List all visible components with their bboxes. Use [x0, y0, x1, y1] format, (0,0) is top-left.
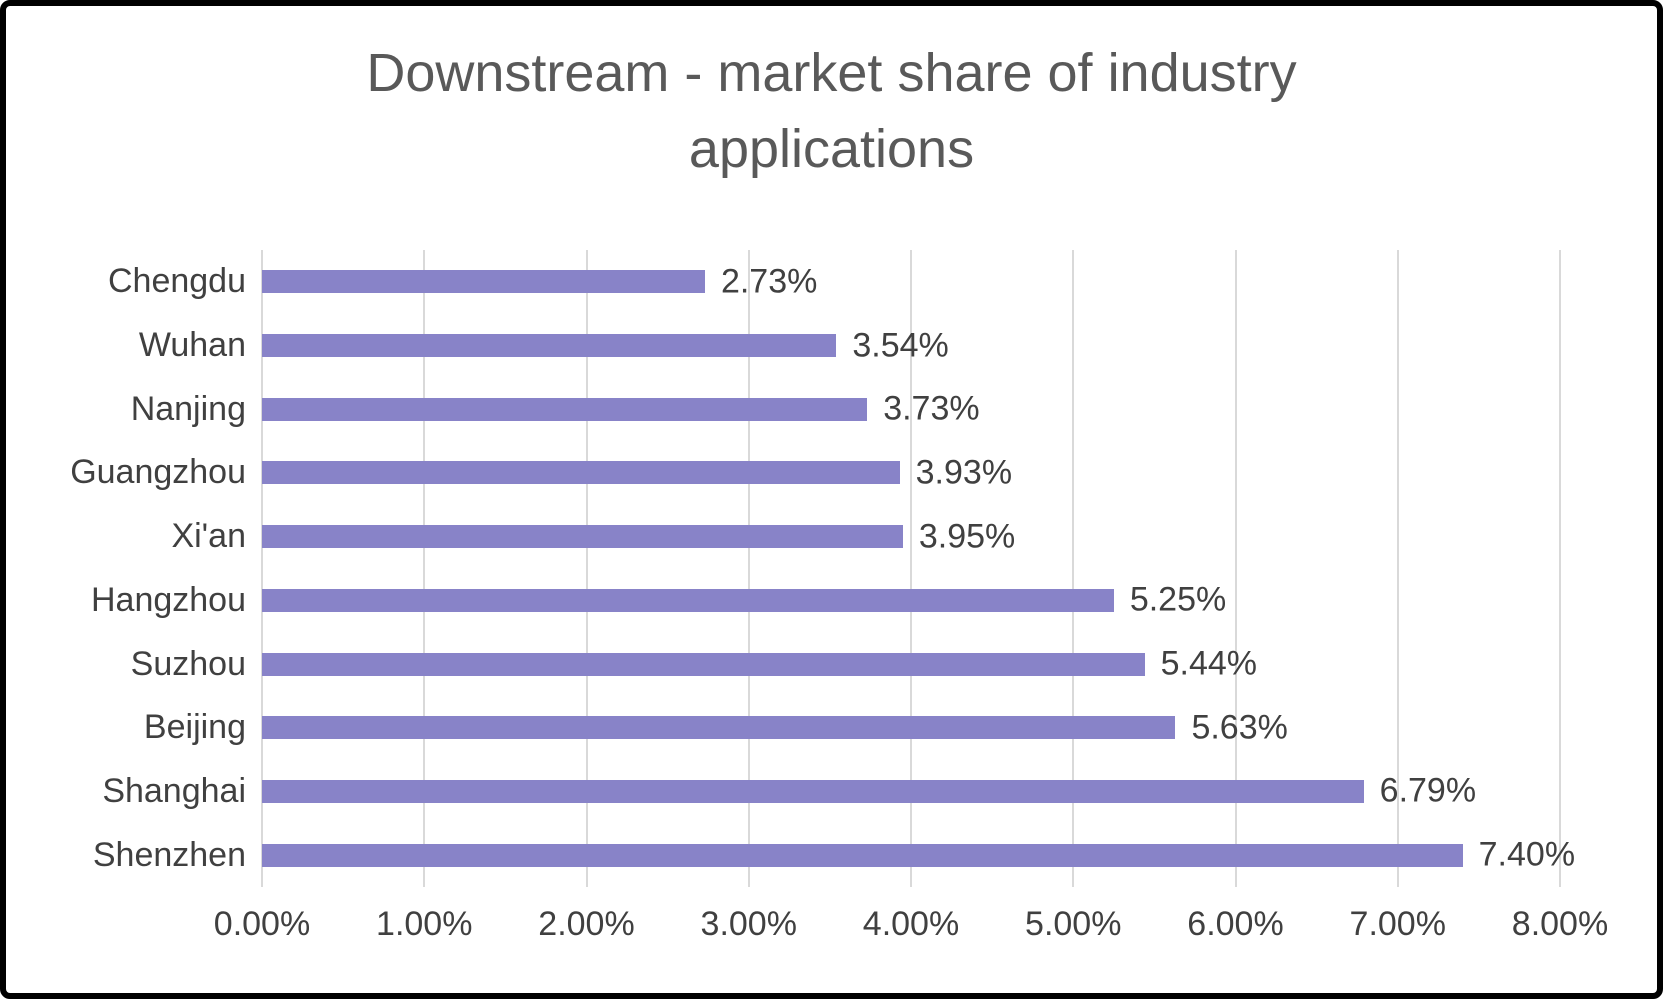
category-label: Shanghai — [102, 771, 246, 810]
x-tick-label: 2.00% — [538, 905, 635, 943]
x-tick-label: 5.00% — [1025, 905, 1122, 943]
bar-value-label: 6.79% — [1379, 771, 1477, 810]
category-label: Hangzhou — [90, 580, 246, 619]
x-tick-label: 0.00% — [213, 905, 311, 943]
gridline — [910, 250, 912, 887]
bar — [262, 334, 837, 358]
bar-value-label: 5.63% — [1191, 708, 1288, 747]
bar-value-label: 2.73% — [720, 262, 818, 301]
bar-row: 3.54% — [262, 314, 1560, 378]
category-label: Chengdu — [107, 262, 246, 301]
bar-row: 3.73% — [262, 377, 1560, 441]
value-axis: 0.00% 1.00% 2.00% 3.00% 4.00% 5.00% 6.00% 7.00%… — [214, 905, 1608, 965]
bar-value-label: 3.54% — [852, 326, 949, 365]
bar — [262, 270, 705, 294]
category-label: Nanjing — [130, 389, 246, 428]
gridline — [1072, 250, 1075, 887]
category-label: Xi'an — [171, 517, 246, 556]
bar-value-label: 3.95% — [918, 517, 1016, 556]
gridline — [747, 250, 750, 887]
bar-row: 5.44% — [262, 632, 1560, 696]
gridline — [585, 250, 588, 887]
bar — [262, 525, 903, 549]
bar-row: 5.63% — [262, 696, 1560, 760]
chart-title: Downstream - market share of industry ap… — [366, 43, 1297, 179]
category-label: Suzhou — [130, 644, 246, 683]
gridline — [1396, 250, 1399, 887]
x-tick-label: 4.00% — [862, 905, 960, 943]
bar-value-label: 3.73% — [883, 389, 980, 428]
bar-row: 3.95% — [262, 505, 1560, 569]
gridline — [261, 250, 263, 887]
x-tick-label: 7.00% — [1349, 905, 1446, 943]
plot-area: 2.73% 3.54% 3.73% 3.93% 3.95% 5.25% 5.44% 5.63%… — [261, 250, 1575, 887]
bar-row: 5.25% — [262, 569, 1560, 633]
bar-row: 6.79% — [262, 760, 1560, 824]
category-label: Guangzhou — [70, 453, 246, 492]
bar-value-label: 5.44% — [1160, 644, 1258, 683]
bar — [262, 461, 900, 485]
bar — [262, 588, 1114, 612]
bar-value-label: 3.93% — [915, 453, 1013, 492]
bar — [262, 716, 1176, 740]
bar-row: 3.93% — [262, 441, 1560, 505]
bar — [262, 652, 1145, 676]
bar — [262, 779, 1364, 803]
x-tick-label: 6.00% — [1187, 905, 1284, 943]
x-tick-label: 1.00% — [376, 905, 473, 943]
gridline — [1559, 250, 1561, 887]
bar-value-label: 7.40% — [1478, 835, 1576, 874]
bar — [262, 397, 868, 421]
gridline — [423, 250, 426, 887]
bar-row: 2.73% — [262, 250, 1560, 314]
bar — [262, 843, 1463, 867]
x-tick-label: 8.00% — [1511, 905, 1609, 943]
category-label: Wuhan — [138, 326, 246, 365]
x-tick-label: 3.00% — [700, 905, 797, 943]
category-axis: Chengdu Wuhan Nanjing Guangzhou Xi'an Hangzho… — [36, 250, 246, 887]
category-label: Shenzhen — [92, 835, 246, 874]
gridline — [1234, 250, 1237, 887]
bar-value-label: 5.25% — [1129, 580, 1227, 619]
bar-row: 7.40% — [262, 823, 1575, 887]
category-label: Beijing — [143, 708, 246, 747]
